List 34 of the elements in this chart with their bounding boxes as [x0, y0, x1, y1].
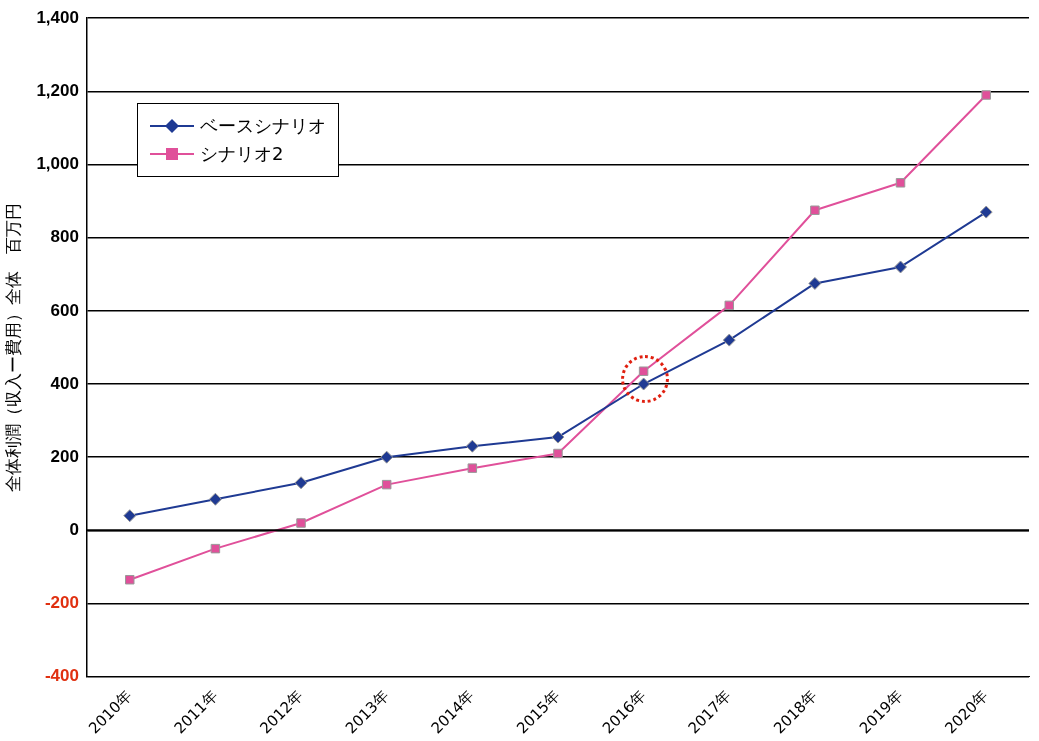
y-tick-label: 400: [50, 373, 79, 393]
y-tick-label: -400: [44, 666, 79, 686]
point: [125, 574, 135, 585]
point: [551, 430, 565, 444]
legend-label: シナリオ2: [199, 142, 284, 167]
point: [294, 476, 308, 490]
y-tick-label: 800: [50, 227, 79, 247]
point: [123, 509, 137, 523]
point: [810, 205, 820, 215]
point: [381, 479, 392, 490]
y-tick-label: 1,200: [36, 81, 79, 101]
point: [638, 366, 649, 376]
point: [724, 300, 734, 311]
point: [808, 276, 822, 290]
point: [208, 492, 222, 506]
y-axis-title: 全体利潤（収入ー費用）全体 百万円: [2, 202, 23, 492]
point: [380, 450, 394, 464]
point: [981, 90, 991, 100]
point: [467, 463, 478, 473]
point: [894, 260, 908, 274]
y-tick-label: 1,400: [36, 7, 79, 27]
y-tick-label: 200: [50, 446, 79, 466]
point: [553, 448, 563, 459]
point: [895, 178, 906, 188]
point: [296, 518, 306, 528]
legend-label: ベースシナリオ: [199, 114, 326, 139]
point: [722, 333, 736, 347]
point: [210, 543, 221, 554]
y-tick-label: 0: [69, 520, 79, 540]
y-tick-label: -200: [44, 593, 79, 613]
y-tick-label: 600: [50, 300, 79, 320]
y-tick-label: 1,000: [36, 154, 79, 174]
point: [465, 439, 479, 453]
point: [979, 205, 993, 219]
